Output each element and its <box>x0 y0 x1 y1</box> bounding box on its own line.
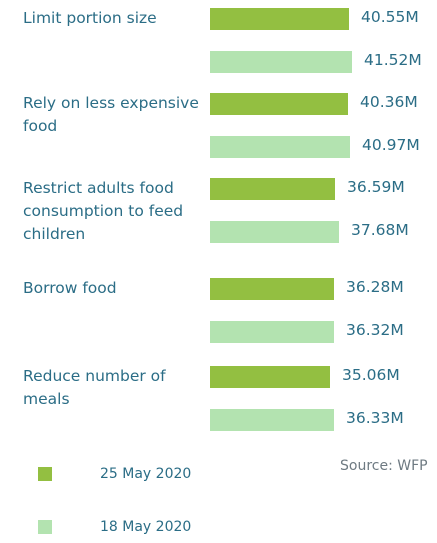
category-label: Limit portion size <box>23 9 157 27</box>
bar <box>210 321 334 343</box>
category-label: Borrow food <box>23 279 117 297</box>
legend-swatch <box>38 467 52 481</box>
legend-label: 25 May 2020 <box>100 466 192 482</box>
category-label: Restrict adults food consumption to feed… <box>23 179 184 243</box>
data-label: 37.68M <box>351 221 409 239</box>
category-label: Rely on less expensive food <box>23 94 199 135</box>
data-label: 36.28M <box>346 278 404 296</box>
data-label: 36.59M <box>347 178 405 196</box>
legend-swatch <box>38 520 52 534</box>
data-label: 40.97M <box>362 136 420 154</box>
legend-label: 18 May 2020 <box>100 519 192 535</box>
bar <box>210 366 330 388</box>
data-label: 40.36M <box>360 93 418 111</box>
bar <box>210 136 350 158</box>
source-note: Source: WFP <box>340 458 428 474</box>
data-label: 36.32M <box>346 321 404 339</box>
data-label: 36.33M <box>346 409 404 427</box>
bar <box>210 93 348 115</box>
bar <box>210 409 334 431</box>
data-label: 35.06M <box>342 366 400 384</box>
bar <box>210 278 334 300</box>
bar <box>210 178 335 200</box>
data-label: 40.55M <box>361 8 419 26</box>
bar <box>210 221 339 243</box>
data-label: 41.52M <box>364 51 422 69</box>
bar <box>210 51 352 73</box>
category-label: Reduce number of meals <box>23 367 166 408</box>
bar <box>210 8 349 30</box>
